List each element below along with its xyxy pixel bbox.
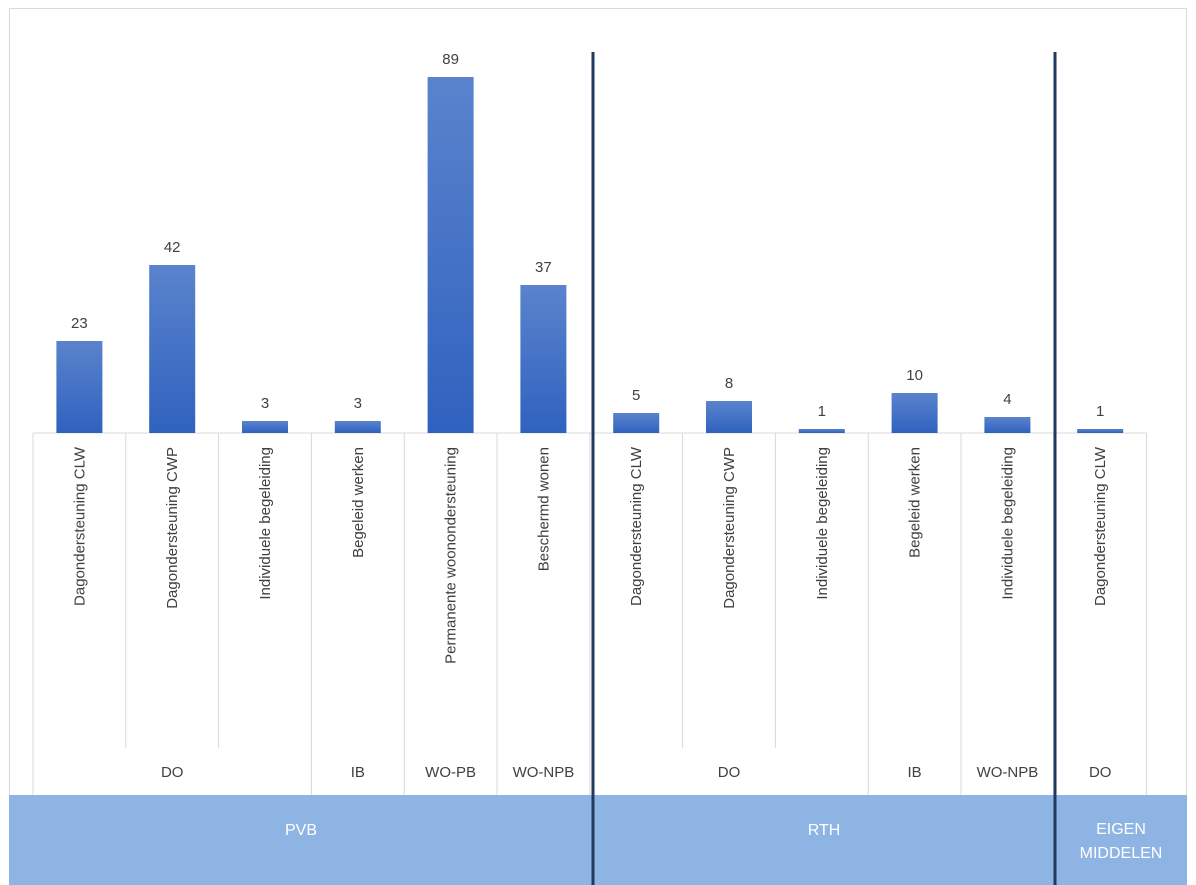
bar xyxy=(149,265,196,433)
bar xyxy=(334,421,381,433)
subgroup-label: WO-NPB xyxy=(513,764,575,781)
subgroup-label: WO-PB xyxy=(425,764,476,781)
data-label: 4 xyxy=(1003,391,1011,408)
subgroup-label: DO xyxy=(718,764,741,781)
bar xyxy=(891,393,938,433)
subgroup-label: WO-NPB xyxy=(977,764,1039,781)
group-label-line: EIGEN xyxy=(1096,821,1146,838)
group-band xyxy=(9,795,1187,885)
category-label: Individuele begeleiding xyxy=(257,447,274,600)
category-label: Dagondersteuning CLW xyxy=(628,446,645,606)
subgroup-label: IB xyxy=(908,764,922,781)
bar xyxy=(613,413,660,433)
data-label: 89 xyxy=(442,51,459,68)
bar xyxy=(427,77,474,433)
bar xyxy=(706,401,752,433)
group-label: PVB xyxy=(285,822,317,839)
category-label: Begeleid werken xyxy=(350,447,367,558)
data-label: 10 xyxy=(906,367,923,384)
chart-border xyxy=(9,8,1187,877)
group-label: RTH xyxy=(808,822,841,839)
category-label: Dagondersteuning CLW xyxy=(71,446,88,606)
data-label: 5 xyxy=(632,387,640,404)
category-label: Individuele begeleiding xyxy=(814,447,831,600)
subgroup-label: IB xyxy=(351,764,365,781)
data-label: 3 xyxy=(354,395,362,412)
data-label: 1 xyxy=(818,403,826,420)
bar xyxy=(520,285,567,433)
bar xyxy=(242,421,288,433)
group-label-line: MIDDELEN xyxy=(1080,845,1163,862)
category-label: Permanente woonondersteuning xyxy=(443,447,460,664)
category-label: Begeleid werken xyxy=(907,447,924,558)
group-label: EIGEN MIDDELEN xyxy=(1080,821,1163,862)
data-label: 1 xyxy=(1096,403,1104,420)
bar xyxy=(798,429,845,433)
bar xyxy=(1077,429,1124,433)
data-label: 42 xyxy=(164,239,181,256)
data-label: 8 xyxy=(725,375,733,392)
category-label: Individuele begeleiding xyxy=(999,447,1016,600)
subgroup-label: DO xyxy=(161,764,184,781)
data-label: 23 xyxy=(71,315,88,332)
category-label: Dagondersteuning CLW xyxy=(1092,446,1109,606)
data-label: 37 xyxy=(535,259,552,276)
category-label: Beschermd wonen xyxy=(535,447,552,571)
category-label: Dagondersteuning CWP xyxy=(721,447,738,609)
data-label: 3 xyxy=(261,395,269,412)
bar xyxy=(56,341,103,433)
subgroup-label: DO xyxy=(1089,764,1112,781)
category-label: Dagondersteuning CWP xyxy=(164,447,181,609)
bar xyxy=(984,417,1031,433)
